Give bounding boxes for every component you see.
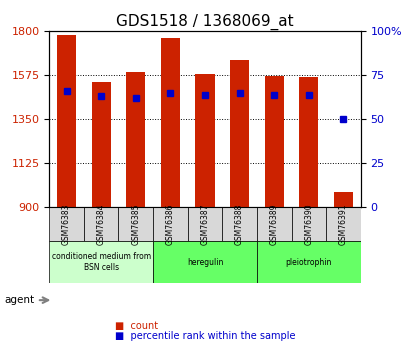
- Text: GSM76390: GSM76390: [303, 204, 312, 245]
- FancyBboxPatch shape: [256, 207, 291, 242]
- Bar: [160, 38, 180, 207]
- FancyBboxPatch shape: [118, 207, 153, 242]
- Text: GSM76391: GSM76391: [338, 204, 347, 245]
- Bar: [229, 60, 249, 207]
- FancyBboxPatch shape: [326, 207, 360, 242]
- Text: agent: agent: [4, 295, 34, 305]
- Text: GSM76388: GSM76388: [234, 204, 243, 245]
- FancyBboxPatch shape: [291, 207, 326, 242]
- Title: GDS1518 / 1368069_at: GDS1518 / 1368069_at: [116, 13, 293, 30]
- Bar: [333, 192, 352, 207]
- Text: heregulin: heregulin: [187, 258, 222, 267]
- FancyBboxPatch shape: [83, 207, 118, 242]
- Text: GSM76384: GSM76384: [97, 204, 106, 245]
- Text: GSM76385: GSM76385: [131, 204, 140, 245]
- Bar: [195, 74, 214, 207]
- Text: GSM76387: GSM76387: [200, 204, 209, 245]
- Text: pleiotrophin: pleiotrophin: [285, 258, 331, 267]
- Bar: [264, 76, 283, 207]
- FancyBboxPatch shape: [49, 207, 83, 242]
- Text: ■  count: ■ count: [115, 321, 157, 331]
- Bar: [299, 77, 318, 207]
- FancyBboxPatch shape: [49, 241, 153, 283]
- FancyBboxPatch shape: [187, 207, 222, 242]
- FancyBboxPatch shape: [222, 207, 256, 242]
- Text: conditioned medium from
BSN cells: conditioned medium from BSN cells: [52, 253, 151, 272]
- Text: GSM76389: GSM76389: [269, 204, 278, 245]
- Text: GSM76383: GSM76383: [62, 204, 71, 245]
- FancyBboxPatch shape: [256, 241, 360, 283]
- FancyBboxPatch shape: [153, 207, 187, 242]
- Text: ■  percentile rank within the sample: ■ percentile rank within the sample: [115, 332, 294, 341]
- Text: GSM76386: GSM76386: [166, 204, 175, 245]
- Bar: [91, 82, 110, 207]
- FancyBboxPatch shape: [153, 241, 256, 283]
- Bar: [126, 72, 145, 207]
- Bar: [57, 35, 76, 207]
